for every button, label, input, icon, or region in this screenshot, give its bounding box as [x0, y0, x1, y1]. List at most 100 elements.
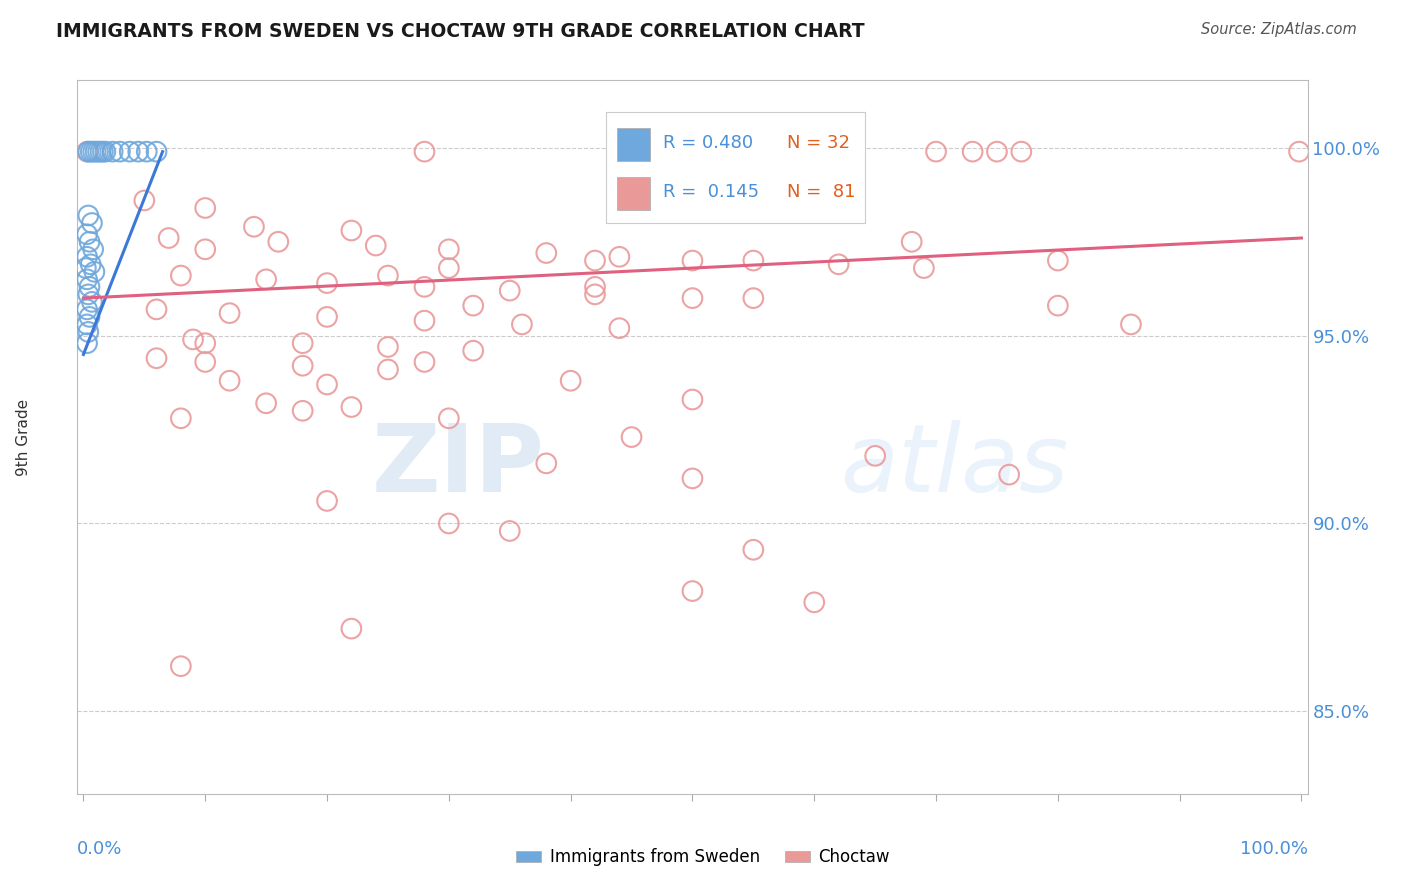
Point: [1010, 145, 1032, 159]
Point: [364, 238, 387, 252]
Point: [118, 145, 141, 159]
Point: [437, 242, 460, 256]
Point: [145, 302, 167, 317]
Point: [134, 194, 156, 208]
Point: [863, 449, 886, 463]
Point: [83, 265, 105, 279]
Point: [91, 145, 114, 159]
Point: [560, 374, 582, 388]
Point: [157, 231, 180, 245]
Point: [82, 242, 104, 256]
Point: [340, 400, 363, 414]
Bar: [617, 128, 650, 161]
Text: Source: ZipAtlas.com: Source: ZipAtlas.com: [1201, 22, 1357, 37]
Legend: Immigrants from Sweden, Choctaw: Immigrants from Sweden, Choctaw: [510, 842, 896, 873]
Text: R =  0.145: R = 0.145: [664, 183, 759, 201]
Point: [912, 261, 935, 276]
Point: [145, 351, 167, 366]
Point: [89, 145, 111, 159]
Text: N = 32: N = 32: [787, 135, 851, 153]
Point: [1119, 318, 1142, 332]
Point: [77, 287, 100, 301]
Point: [76, 272, 98, 286]
Point: [583, 253, 606, 268]
Point: [127, 145, 149, 159]
Point: [170, 268, 193, 283]
Point: [377, 340, 399, 354]
Point: [463, 299, 485, 313]
Point: [291, 404, 314, 418]
Point: [827, 257, 849, 271]
Point: [218, 374, 240, 388]
Point: [135, 145, 157, 159]
Point: [437, 516, 460, 531]
Point: [254, 396, 277, 410]
Point: [94, 145, 117, 159]
Point: [437, 411, 460, 425]
Point: [742, 542, 765, 557]
Point: [77, 325, 100, 339]
Point: [87, 145, 110, 159]
Point: [1288, 145, 1310, 159]
Point: [194, 336, 217, 351]
Point: [76, 145, 98, 159]
Point: [194, 355, 217, 369]
Point: [682, 392, 704, 407]
Point: [316, 377, 339, 392]
Point: [377, 362, 399, 376]
Point: [254, 272, 277, 286]
Point: [962, 145, 984, 159]
Point: [181, 333, 204, 347]
Point: [170, 411, 193, 425]
Point: [79, 235, 101, 249]
Point: [80, 257, 103, 271]
Point: [900, 235, 922, 249]
Text: 9th Grade: 9th Grade: [15, 399, 31, 475]
Point: [84, 145, 107, 159]
Point: [267, 235, 290, 249]
Point: [194, 242, 217, 256]
Point: [609, 321, 631, 335]
Point: [413, 280, 436, 294]
Text: R = 0.480: R = 0.480: [664, 135, 754, 153]
Point: [609, 250, 631, 264]
Text: IMMIGRANTS FROM SWEDEN VS CHOCTAW 9TH GRADE CORRELATION CHART: IMMIGRANTS FROM SWEDEN VS CHOCTAW 9TH GR…: [56, 22, 865, 41]
Point: [76, 302, 98, 317]
Point: [77, 145, 100, 159]
Point: [218, 306, 240, 320]
Point: [101, 145, 124, 159]
Point: [291, 359, 314, 373]
Point: [76, 250, 98, 264]
Point: [510, 318, 533, 332]
Point: [437, 261, 460, 276]
Point: [583, 280, 606, 294]
Point: [80, 294, 103, 309]
Point: [803, 595, 825, 609]
Point: [145, 145, 167, 159]
Point: [536, 456, 558, 470]
Point: [194, 201, 217, 215]
Point: [1046, 253, 1069, 268]
Point: [340, 622, 363, 636]
Bar: [617, 177, 650, 210]
Point: [499, 284, 522, 298]
Point: [682, 471, 704, 485]
Text: N =  81: N = 81: [787, 183, 856, 201]
Point: [827, 145, 849, 159]
Point: [463, 343, 485, 358]
Point: [82, 145, 104, 159]
Point: [316, 494, 339, 508]
Point: [682, 253, 704, 268]
Point: [413, 145, 436, 159]
Point: [620, 430, 643, 444]
Point: [413, 313, 436, 327]
Text: atlas: atlas: [841, 420, 1069, 511]
Point: [998, 467, 1021, 482]
Point: [583, 287, 606, 301]
Text: 0.0%: 0.0%: [77, 840, 122, 858]
Point: [316, 310, 339, 324]
Point: [682, 584, 704, 599]
Point: [76, 227, 98, 242]
Point: [291, 336, 314, 351]
Point: [80, 145, 103, 159]
